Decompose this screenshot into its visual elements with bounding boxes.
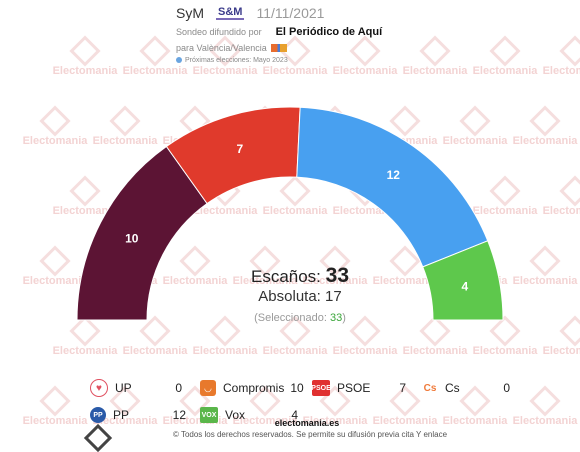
majority-value: 17 [325, 288, 342, 305]
party-legend: ♥ UP 0 ◡ Compromis 10 PSOE PSOE 7 Cs Cs … [90, 376, 530, 430]
selected-value: 33 [329, 312, 343, 324]
legend-name: PP [113, 408, 130, 422]
flag-icon [270, 44, 287, 52]
seat-count-label: 7 [237, 142, 244, 156]
pollster-name: SyM [176, 5, 204, 21]
legend-item-up[interactable]: ♥ UP 0 [90, 379, 200, 397]
selected-prefix: (Seleccionado: [254, 312, 327, 324]
seat-count-label: 12 [387, 168, 401, 182]
legend-value: 10 [290, 381, 304, 395]
legend-item-pp[interactable]: PP PP 12 [90, 407, 200, 423]
legend-value: 12 [172, 408, 186, 422]
legend-name: Cs [445, 381, 460, 395]
sondeo-prefix: Sondeo difundido por [176, 27, 262, 37]
legend-item-compromis[interactable]: ◡ Compromis 10 [200, 380, 312, 396]
legend-name: UP [115, 381, 132, 395]
legend-name: Vox [225, 408, 246, 422]
legend-name: Compromis [223, 381, 285, 395]
psoe-logo: PSOE [311, 380, 331, 396]
poll-header: SyM S&M 11/11/2021 Sondeo difundido por … [176, 4, 476, 65]
heart-icon: ♥ [90, 379, 108, 397]
seats-value: 33 [325, 264, 350, 287]
poll-date: 11/11/2021 [256, 5, 325, 21]
footer: electomania.es © Todos los derechos rese… [0, 418, 580, 439]
seat-summary: Escaños: 33 Absoluta: 17 (Seleccionado: … [215, 264, 385, 327]
seat-segment-psoe[interactable] [296, 106, 489, 268]
globe-icon [176, 57, 182, 63]
pp-logo: PP [90, 407, 106, 423]
legend-item-vox[interactable]: VOX Vox 4 [200, 407, 312, 423]
seat-count-label: 4 [461, 279, 468, 293]
majority-label: Absoluta: [258, 288, 321, 305]
pollster-logo: S&M [216, 5, 245, 20]
legend-value: 7 [399, 381, 406, 395]
selected-suffix: ) [342, 312, 346, 324]
next-elections: Próximas elecciones: Mayo 2023 [185, 56, 288, 64]
legend-row: ♥ UP 0 ◡ Compromis 10 PSOE PSOE 7 Cs Cs … [90, 376, 530, 400]
legend-item-psoe[interactable]: PSOE PSOE 7 [311, 380, 422, 396]
footer-site[interactable]: electomania.es [274, 418, 340, 428]
legend-value: 4 [291, 408, 298, 422]
seats-label: Escaños: [250, 267, 321, 286]
footer-rights: © Todos los derechos reservados. Se perm… [172, 430, 448, 439]
vox-logo: VOX [200, 407, 218, 423]
smile-icon: ◡ [200, 380, 216, 396]
legend-item-cs[interactable]: Cs Cs 0 [422, 380, 522, 396]
region-label: para València/Valencia [176, 43, 267, 53]
cs-logo: Cs [423, 382, 437, 394]
legend-row: PP PP 12 VOX Vox 4 [90, 403, 530, 427]
legend-value: 0 [503, 381, 510, 395]
legend-name: PSOE [337, 381, 371, 395]
seat-segment-vox[interactable] [422, 240, 504, 321]
legend-value: 0 [175, 381, 182, 395]
client-name: El Periódico de Aquí [275, 26, 383, 38]
seat-count-label: 10 [125, 231, 139, 245]
